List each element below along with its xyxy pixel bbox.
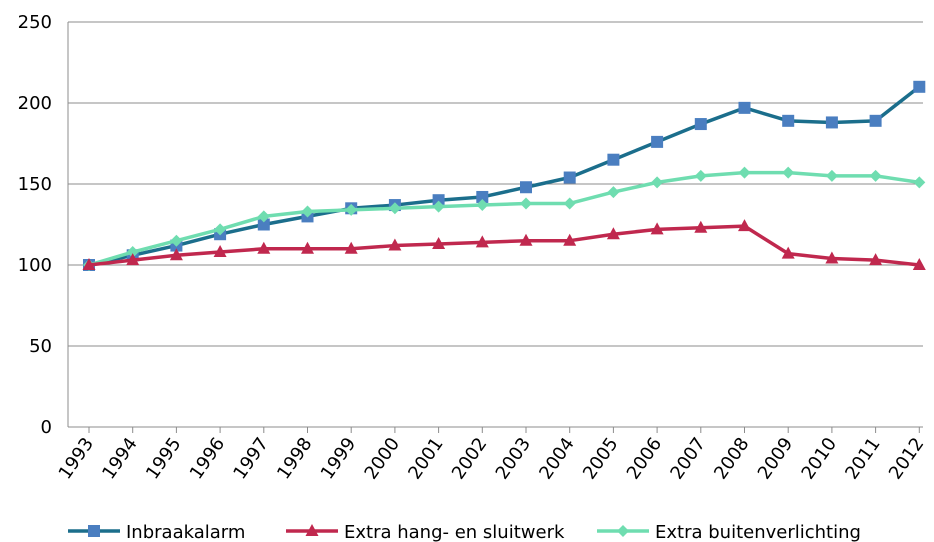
data-point (476, 199, 489, 212)
x-tick-label: 2009 (754, 434, 797, 484)
data-point (257, 210, 270, 223)
data-point (520, 197, 532, 210)
y-tick-label: 250 (18, 12, 52, 33)
x-tick-label: 2003 (492, 434, 535, 484)
data-point (869, 169, 882, 182)
data-point (213, 245, 227, 258)
data-point (476, 190, 489, 203)
data-point (563, 233, 577, 246)
data-point (563, 197, 576, 210)
data-point (432, 194, 445, 207)
x-tick-label: 2012 (885, 434, 928, 484)
data-point (913, 176, 926, 189)
data-point (738, 166, 751, 179)
data-point (388, 202, 401, 215)
legend-item: Extra hang- en sluitwerk (286, 522, 565, 542)
x-tick-label: 2008 (710, 434, 753, 484)
data-point (694, 169, 707, 182)
y-tick-label: 150 (18, 174, 52, 195)
data-point (781, 246, 795, 259)
x-tick-label: 1996 (186, 434, 229, 484)
series-line (88, 170, 920, 267)
data-point (912, 258, 926, 270)
data-point (738, 219, 751, 232)
data-point (782, 166, 795, 179)
legend-label: Inbraakalarm (126, 522, 245, 542)
data-point (694, 220, 708, 233)
data-point (82, 258, 96, 270)
data-point (825, 116, 838, 129)
x-tick-label: 1997 (229, 434, 272, 484)
data-point (388, 238, 402, 251)
data-point (126, 246, 139, 259)
series-extra-buitenverlichting (83, 166, 926, 271)
x-tick-label: 2006 (623, 434, 666, 484)
data-point (782, 114, 795, 127)
series-line (88, 224, 920, 267)
data-point (607, 153, 620, 166)
data-point (345, 203, 358, 216)
legend-marker (88, 525, 100, 537)
legend-label: Extra hang- en sluitwerk (344, 522, 565, 542)
x-tick-label: 1993 (55, 434, 98, 484)
data-point (475, 235, 489, 248)
legend-label: Extra buitenverlichting (655, 522, 861, 542)
data-point (169, 248, 183, 261)
data-point (214, 223, 227, 236)
data-point (607, 186, 620, 199)
data-point (651, 176, 664, 189)
data-point (563, 171, 576, 184)
data-point (825, 169, 838, 182)
gridlines (68, 21, 923, 347)
data-point (651, 135, 664, 148)
x-tick-label: 1995 (142, 434, 185, 484)
legend-item: Extra buitenverlichting (597, 522, 861, 542)
x-tick-label: 1998 (273, 434, 316, 484)
x-tick-label: 2011 (841, 434, 884, 484)
x-tick-label: 2002 (448, 434, 491, 484)
data-point (257, 218, 270, 231)
legend-marker (617, 525, 629, 537)
x-tick-label: 1999 (317, 434, 360, 484)
data-point (913, 80, 926, 93)
x-axis: 1993 1994 1995 1996 1997 1998 1999 2000 2001 2002… (55, 426, 928, 484)
data-point (257, 241, 271, 254)
data-point (520, 181, 532, 194)
data-point (170, 234, 183, 247)
legend-item: Inbraakalarm (68, 522, 245, 542)
x-tick-label: 2010 (798, 434, 841, 484)
y-axis: 0 50 100 150 200 250 (18, 12, 69, 438)
data-point (432, 200, 445, 213)
legend-marker (305, 524, 319, 536)
y-tick-label: 0 (41, 417, 52, 438)
data-point (825, 251, 839, 264)
legend: Inbraakalarm Extra hang- en sluitwerk Extr… (68, 522, 861, 542)
data-point (301, 241, 314, 254)
series-line (88, 85, 921, 267)
data-point (869, 253, 883, 266)
x-tick-label: 2007 (666, 434, 709, 484)
y-tick-label: 100 (18, 255, 52, 276)
data-point (738, 101, 751, 114)
y-tick-label: 200 (18, 93, 52, 114)
data-point (126, 253, 140, 266)
data-point (694, 118, 707, 131)
y-tick-label: 50 (29, 336, 52, 357)
data-point (650, 222, 664, 235)
data-point (344, 241, 358, 254)
x-tick-label: 2004 (535, 434, 578, 484)
x-tick-label: 2000 (361, 434, 404, 484)
x-tick-label: 2005 (579, 434, 622, 484)
data-point (869, 114, 882, 127)
data-point (519, 233, 533, 246)
data-point (432, 236, 446, 249)
series-extra-hang-en-sluitwerk (82, 219, 926, 270)
x-tick-label: 2001 (404, 434, 447, 484)
x-tick-label: 1994 (98, 434, 141, 484)
data-point (301, 205, 314, 218)
series-group (82, 80, 926, 271)
data-point (606, 227, 620, 240)
